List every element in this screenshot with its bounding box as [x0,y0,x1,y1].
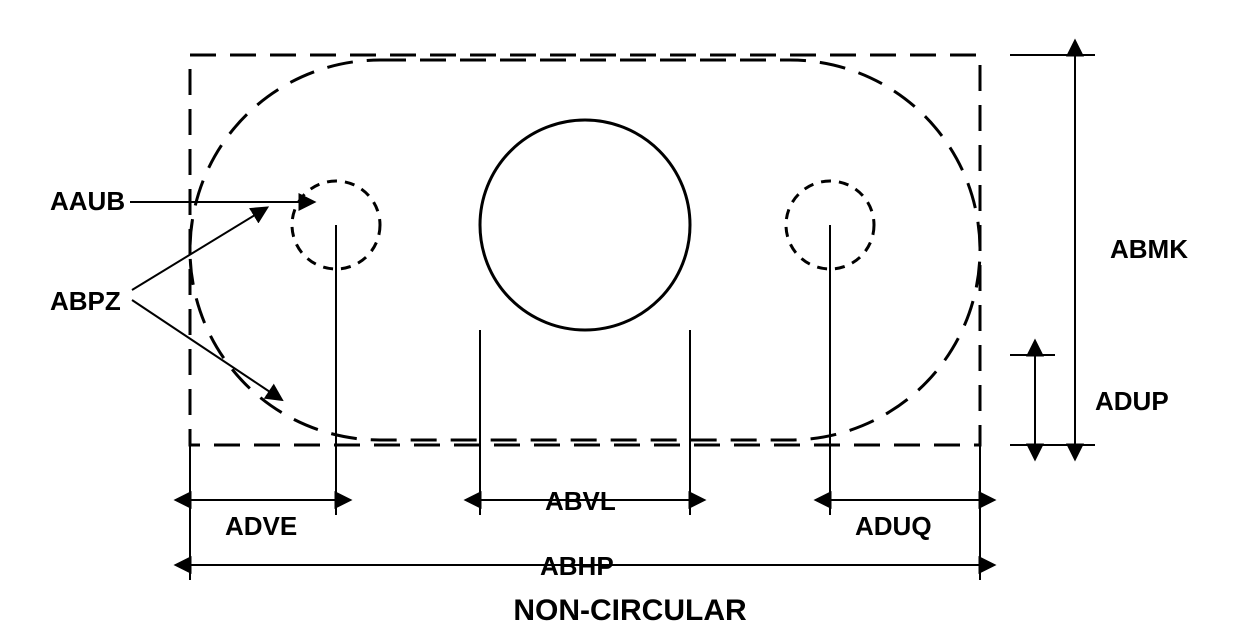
label-abvl: ABVL [545,486,616,516]
diagram-title: NON-CIRCULAR [513,594,747,627]
label-aduq: ADUQ [855,511,932,541]
label-abpz: ABPZ [50,286,121,316]
label-abmk: ABMK [1110,234,1188,264]
stadium-outline [190,60,980,440]
label-aaub: AAUB [50,186,125,216]
label-abhp: ABHP [540,551,614,581]
label-adve: ADVE [225,511,297,541]
label-adup: ADUP [1095,386,1169,416]
center-hole [480,120,690,330]
outer-rect [190,55,980,445]
